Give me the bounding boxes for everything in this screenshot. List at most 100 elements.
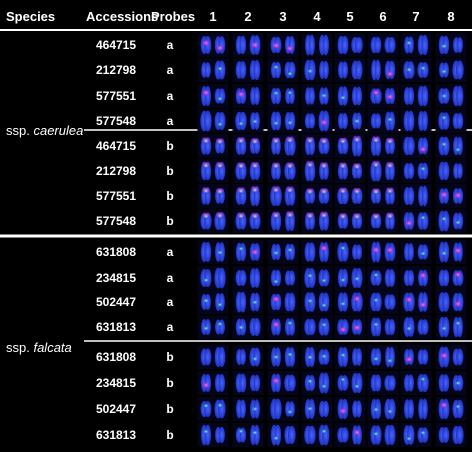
chromosome: [438, 161, 450, 181]
chromosome: [418, 185, 428, 207]
chromosome: [337, 112, 349, 130]
chromosome-pair-cell: [435, 109, 467, 133]
accession-label: 631813: [96, 320, 136, 334]
chromosome-pair-cell: [267, 134, 299, 158]
chromosome: [318, 269, 330, 287]
probe-label: a: [167, 63, 174, 77]
chromosome: [214, 112, 226, 130]
chromosome-pair-cell: [232, 290, 264, 314]
chromosome: [438, 35, 450, 55]
chromosome: [418, 398, 428, 420]
chromosome: [404, 348, 414, 366]
chromosome: [249, 317, 261, 337]
chromosome: [452, 113, 464, 129]
chromosome-pair-cell: [232, 371, 264, 395]
chromosome: [370, 317, 382, 337]
chromosome: [337, 61, 349, 79]
chromosome-pair-cell: [367, 290, 399, 314]
chromosome: [438, 346, 450, 368]
chromosome: [271, 373, 281, 393]
chromosome: [270, 424, 282, 446]
probe-label: a: [167, 245, 174, 259]
chromosome: [438, 241, 450, 263]
chromosome: [452, 212, 464, 230]
chromosome: [438, 88, 450, 104]
chromosome-pair-cell: [301, 33, 333, 57]
chromosome: [452, 85, 464, 107]
chromosome: [370, 113, 382, 129]
chromosome-pair-cell: [267, 315, 299, 339]
chromosome: [318, 292, 330, 312]
chromosome: [403, 292, 415, 312]
chromosome: [270, 269, 282, 287]
chromosome: [249, 268, 261, 288]
chromosome: [337, 162, 349, 180]
chromosome-pair-cell: [367, 345, 399, 369]
chromosome: [271, 243, 281, 261]
chromosome: [284, 374, 296, 392]
chromosome: [403, 136, 415, 156]
chromosome: [403, 317, 415, 337]
chromosome: [271, 162, 281, 180]
chromosome: [304, 268, 316, 288]
chromosome-pair-cell: [334, 209, 366, 233]
chromosome: [351, 292, 363, 312]
chromosome-pair-cell: [435, 209, 467, 233]
chromosome-pair-cell: [334, 109, 366, 133]
chromosome-pair-cell: [400, 134, 432, 158]
chromosome: [249, 137, 261, 154]
chromosome: [214, 60, 226, 80]
chromosome: [249, 35, 261, 55]
chromosome: [417, 319, 429, 335]
chromosome: [351, 86, 363, 106]
chromosome: [352, 348, 362, 366]
chromosome-pair-cell: [400, 184, 432, 208]
chromosome: [318, 349, 330, 365]
chromosome-pair-cell: [301, 266, 333, 290]
chromosome: [385, 161, 395, 181]
chromosome-pair-cell: [267, 209, 299, 233]
chromosome-pair-cell: [400, 266, 432, 290]
chromosome: [417, 62, 429, 78]
chromosome: [235, 291, 247, 313]
chromosome-pair-cell: [197, 134, 229, 158]
chromosome: [284, 243, 296, 261]
chromosome-pair-cell: [267, 58, 299, 82]
chromosome: [200, 241, 212, 263]
chromosome: [249, 347, 261, 367]
chromosome: [438, 210, 450, 232]
chromosome: [352, 244, 362, 260]
chromosome: [201, 294, 211, 310]
chromosome-pair-cell: [435, 266, 467, 290]
chromosome: [249, 161, 261, 181]
chromosome: [319, 162, 329, 180]
chromosome: [351, 212, 363, 229]
chromosome: [337, 427, 349, 443]
chromosome: [235, 187, 247, 205]
chromosome: [337, 86, 349, 106]
chromosome: [370, 292, 382, 312]
chromosome: [370, 36, 382, 54]
chromosome-pair-cell: [367, 159, 399, 183]
chromosome: [304, 292, 316, 312]
chromosome: [337, 137, 349, 155]
chromosome: [319, 60, 329, 80]
column-header-3: 3: [279, 9, 286, 24]
chromosome: [418, 292, 428, 312]
chromosome: [318, 400, 330, 418]
chromosome-pair-cell: [367, 58, 399, 82]
chromosome-pair-cell: [267, 266, 299, 290]
chromosome: [235, 427, 247, 443]
probe-label: b: [166, 164, 173, 178]
chromosome: [452, 348, 464, 366]
chromosome-pair-cell: [197, 84, 229, 108]
chromosome-pair-cell: [267, 371, 299, 395]
chromosome-pair-cell: [197, 290, 229, 314]
chromosome-pair-cell: [367, 315, 399, 339]
accession-label: 464715: [96, 38, 136, 52]
chromosome: [304, 160, 316, 182]
chromosome-pair-cell: [232, 345, 264, 369]
chromosome: [438, 427, 450, 443]
chromosome-pair-cell: [367, 209, 399, 233]
chromosome: [200, 400, 212, 418]
